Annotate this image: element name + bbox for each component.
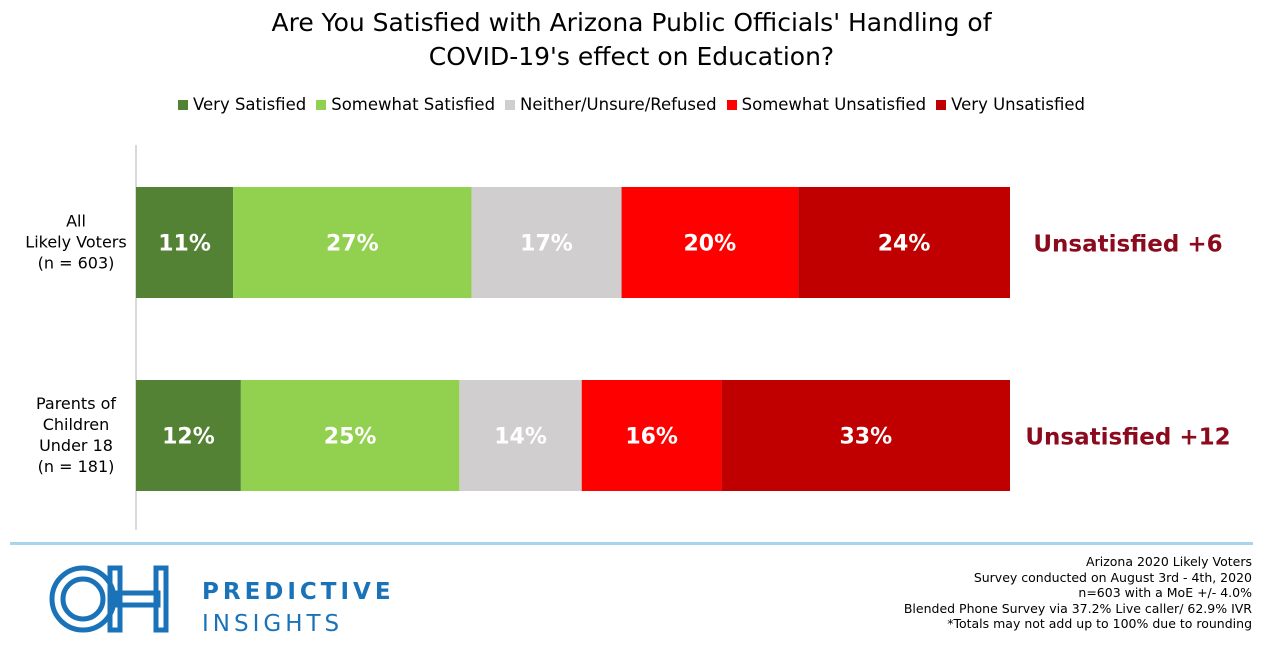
bar-segment bbox=[240, 380, 460, 491]
brand-wordmark-line-2: INSIGHTS bbox=[202, 611, 344, 637]
bar-segment bbox=[621, 187, 799, 298]
bar-segment bbox=[136, 187, 234, 298]
data-label: 27% bbox=[326, 232, 379, 257]
oh-logo-icon bbox=[49, 565, 169, 633]
legend-item: Somewhat Unsatisfied bbox=[726, 95, 927, 114]
chart-title: Are You Satisfied with Arizona Public Of… bbox=[0, 6, 1263, 74]
bar-segment bbox=[798, 187, 1010, 298]
survey-note: n=603 with a MoE +/- 4.0% bbox=[1078, 585, 1252, 600]
legend-swatch bbox=[726, 99, 737, 110]
legend-item: Somewhat Satisfied bbox=[316, 95, 495, 114]
legend-item: Very Satisfied bbox=[178, 95, 306, 114]
brand-wordmark-line-1: PREDICTIVE bbox=[202, 579, 395, 605]
legend-label: Neither/Unsure/Refused bbox=[520, 95, 717, 114]
category-label: Under 18 bbox=[39, 436, 113, 455]
data-label: 11% bbox=[158, 232, 211, 257]
data-label: 14% bbox=[494, 425, 547, 450]
category-label: Likely Voters bbox=[25, 233, 126, 252]
legend-label: Somewhat Satisfied bbox=[331, 95, 496, 114]
data-label: 16% bbox=[625, 425, 678, 450]
data-label: 25% bbox=[324, 425, 377, 450]
data-label: 17% bbox=[520, 232, 573, 257]
category-label: (n = 603) bbox=[38, 254, 115, 273]
legend-label: Somewhat Unsatisfied bbox=[741, 95, 927, 114]
survey-note: *Totals may not add up to 100% due to ro… bbox=[947, 616, 1252, 631]
brand-wordmark: PREDICTIVE INSIGHTS bbox=[202, 576, 395, 640]
survey-note: Blended Phone Survey via 37.2% Live call… bbox=[903, 600, 1252, 616]
legend-item: Neither/Unsure/Refused bbox=[505, 95, 717, 114]
footer-divider bbox=[10, 542, 1253, 545]
bar-segment bbox=[233, 187, 472, 298]
legend-swatch bbox=[178, 99, 188, 110]
legend-swatch bbox=[936, 99, 947, 110]
category-label: All bbox=[66, 212, 86, 231]
bar-segment bbox=[581, 380, 722, 491]
category-label: Parents of bbox=[36, 394, 116, 413]
legend-label: Very Unsatisfied bbox=[951, 95, 1085, 114]
data-label: 20% bbox=[684, 232, 737, 257]
chart-title-line-2: COVID-19's effect on Education? bbox=[428, 42, 835, 71]
net-label: Unsatisfied +12 bbox=[1025, 425, 1230, 451]
category-label: (n = 181) bbox=[38, 457, 115, 476]
bar-segment bbox=[471, 187, 622, 298]
survey-note: Arizona 2020 Likely Voters bbox=[1086, 554, 1252, 569]
chart-title-line-1: Are You Satisfied with Arizona Public Of… bbox=[271, 8, 992, 37]
chart-legend: Very Satisfied Somewhat Satisfied Neither/… bbox=[0, 95, 1263, 114]
legend-swatch bbox=[316, 99, 327, 110]
legend-swatch bbox=[505, 99, 516, 110]
bar-segment bbox=[136, 380, 241, 491]
survey-note: Survey conducted on August 3rd - 4th, 20… bbox=[973, 569, 1252, 585]
bar-segment bbox=[721, 380, 1010, 491]
bar-segment bbox=[459, 380, 582, 491]
data-label: 12% bbox=[162, 425, 215, 450]
legend-label: Very Satisfied bbox=[193, 95, 307, 114]
stacked-bar-chart: 11% 27% 17% 20% 24% All Likely Voters (n = 603)… bbox=[25, 145, 1231, 530]
legend-item: Very Unsatisfied bbox=[936, 95, 1085, 114]
survey-notes: Arizona 2020 Likely Voters Survey conduc… bbox=[904, 554, 1252, 632]
data-label: 33% bbox=[839, 425, 892, 450]
net-label: Unsatisfied +6 bbox=[1033, 232, 1222, 258]
data-label: 24% bbox=[878, 232, 931, 257]
category-label: Children bbox=[43, 415, 110, 434]
